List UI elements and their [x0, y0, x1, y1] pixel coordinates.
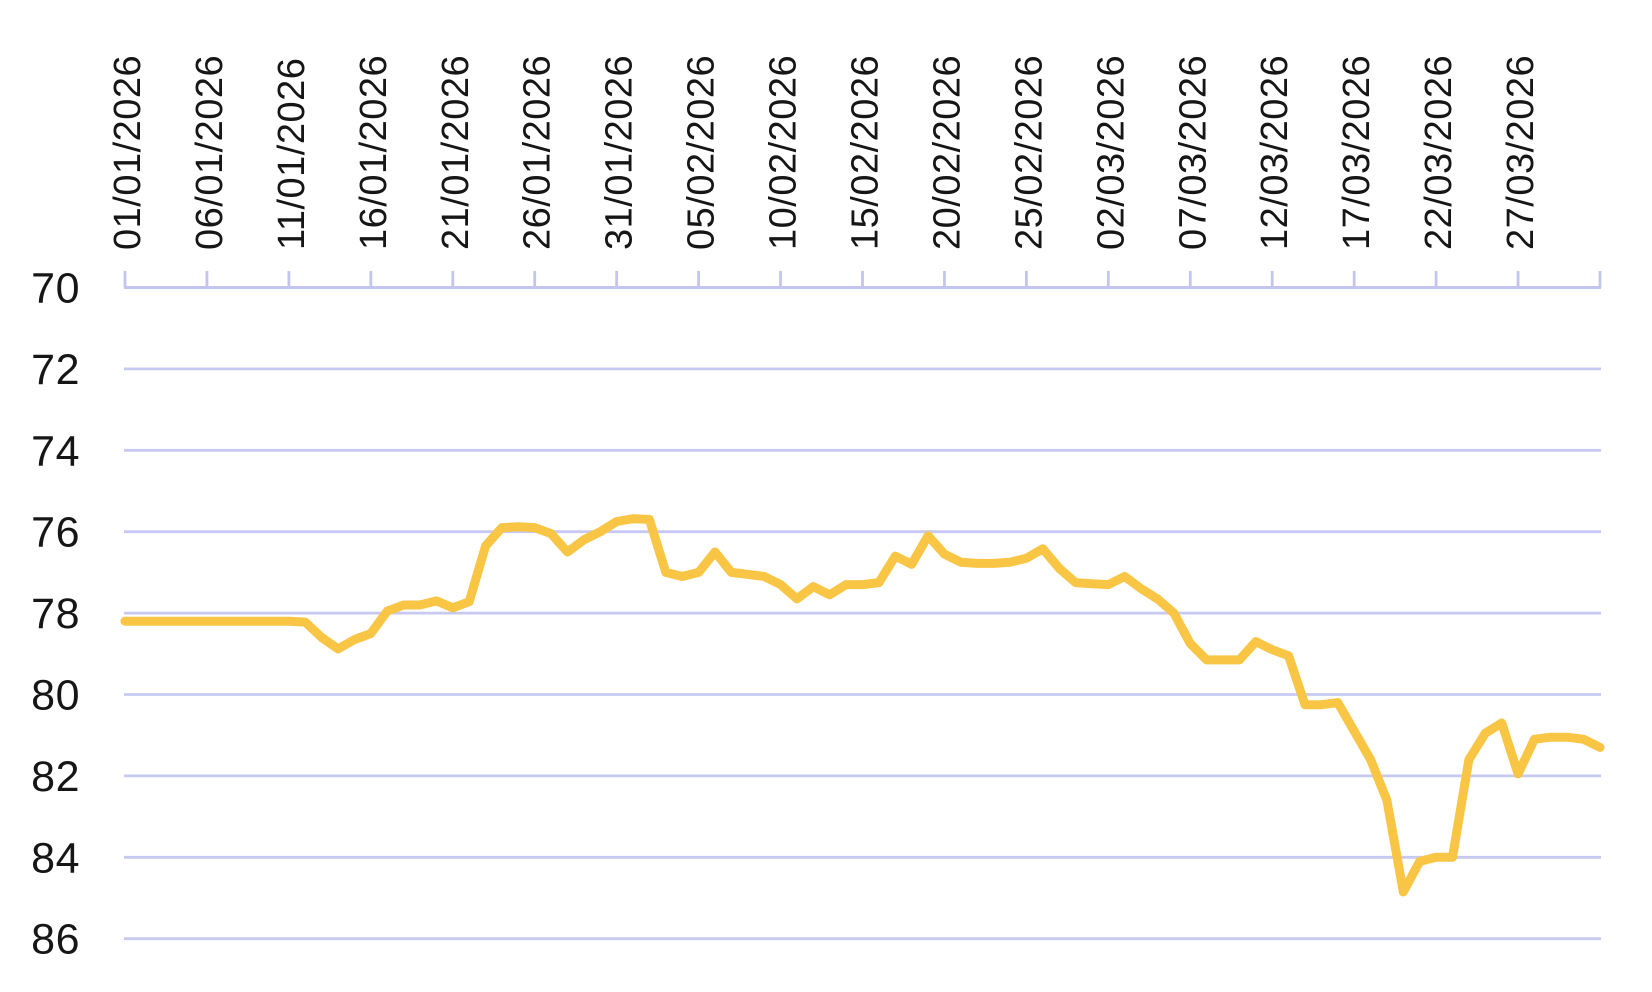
x-tick-label: 15/02/2026: [845, 55, 887, 250]
x-tick-label: 31/01/2026: [599, 55, 641, 250]
x-tick-label: 17/03/2026: [1336, 55, 1378, 250]
x-tick-label: 27/03/2026: [1500, 55, 1542, 250]
x-tick-label: 06/01/2026: [189, 55, 231, 250]
x-tick-label: 21/01/2026: [435, 55, 477, 250]
y-tick-label: 72: [31, 346, 80, 394]
x-tick-label: 05/02/2026: [681, 55, 723, 250]
y-tick-label: 78: [31, 590, 80, 638]
x-tick-label: 25/02/2026: [1008, 55, 1050, 250]
x-tick-label: 12/03/2026: [1254, 55, 1296, 250]
y-tick-label: 86: [31, 916, 80, 964]
x-tick-label: 10/02/2026: [763, 55, 805, 250]
x-tick-label: 22/03/2026: [1418, 55, 1460, 250]
x-tick-label: 01/01/2026: [107, 55, 149, 250]
x-tick-label: 16/01/2026: [353, 55, 395, 250]
y-tick-label: 74: [31, 427, 80, 475]
series-line: [120, 514, 1605, 897]
x-tick-label: 11/01/2026: [271, 58, 313, 250]
x-tick-label: 26/01/2026: [517, 55, 559, 250]
x-tick-label: 07/03/2026: [1172, 55, 1214, 250]
x-tick-label: 20/02/2026: [926, 55, 968, 250]
y-tick-label: 84: [31, 834, 80, 882]
x-tick-label: 02/03/2026: [1090, 55, 1132, 250]
y-tick-label: 82: [31, 753, 80, 801]
y-tick-label: 80: [31, 672, 80, 720]
y-tick-label: 76: [31, 509, 80, 557]
y-tick-label: 70: [31, 265, 80, 313]
